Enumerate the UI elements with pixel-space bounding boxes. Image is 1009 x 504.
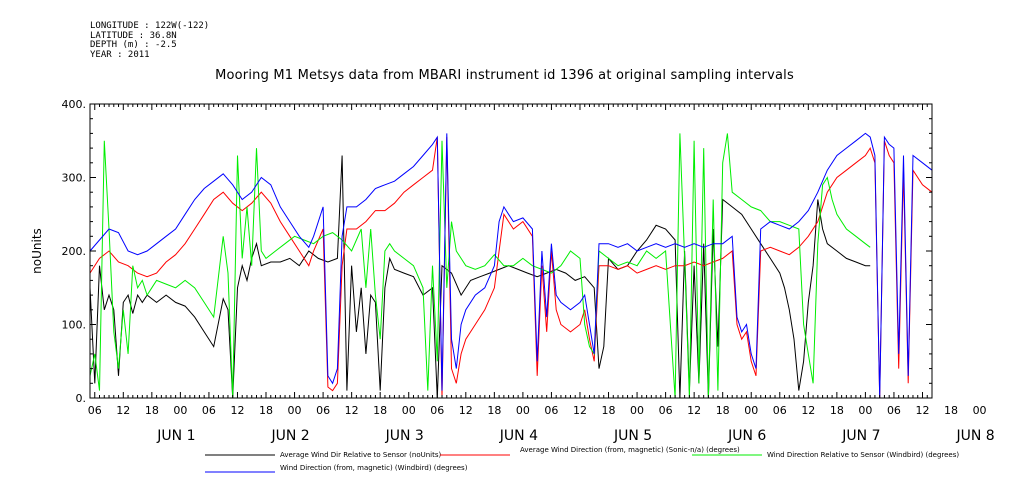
x-tick-label: 18 (373, 404, 387, 417)
x-tick-label: 06 (659, 404, 673, 417)
x-tick-label: 00 (288, 404, 302, 417)
day-label: JUN 4 (499, 428, 538, 444)
y-tick-label: 400. (62, 98, 87, 111)
plot-frame (89, 103, 933, 399)
legend: Average Wind Dir Relative to Sensor (noU… (205, 446, 959, 473)
x-tick-label: 12 (345, 404, 359, 417)
y-tick-label: 200. (62, 245, 87, 258)
x-tick-label: 18 (944, 404, 958, 417)
x-tick-label: 06 (430, 404, 444, 417)
y-tick-label: 0. (76, 392, 87, 405)
x-tick-label: 18 (830, 404, 844, 417)
x-tick-label: 12 (687, 404, 701, 417)
x-tick-label: 06 (88, 404, 102, 417)
x-tick-label: 06 (887, 404, 901, 417)
series-line-1 (89, 155, 871, 399)
x-tick-label: 18 (716, 404, 730, 417)
x-tick-label: 00 (973, 404, 987, 417)
x-tick-label: 18 (602, 404, 616, 417)
year-label: YEAR : 2011 (90, 49, 150, 60)
x-tick-label: 12 (230, 404, 244, 417)
day-label: JUN 3 (385, 428, 424, 444)
series-line-2 (89, 137, 933, 399)
longitude-label: LONGITUDE : 122W(-122) (90, 21, 210, 31)
x-tick-label: 00 (630, 404, 644, 417)
legend-label-4: Wind Direction (from, magnetic) (Windbir… (280, 464, 468, 472)
x-tick-label: 00 (858, 404, 872, 417)
depth-label: DEPTH (m) : -2.5 (90, 40, 177, 50)
x-tick-label: 00 (516, 404, 530, 417)
series-layer (89, 132, 933, 399)
legend-label-1: Average Wind Dir Relative to Sensor (noU… (280, 451, 441, 459)
x-tick-label: 00 (173, 404, 187, 417)
x-tick-label: 12 (573, 404, 587, 417)
x-tick-label: 00 (402, 404, 416, 417)
legend-label-3: Wind Direction Relative to Sensor (Windb… (767, 451, 959, 459)
day-label: JUN 2 (270, 428, 309, 444)
x-tick-label: 12 (915, 404, 929, 417)
x-tick-label: 18 (487, 404, 501, 417)
day-label: JUN 8 (955, 428, 994, 444)
x-tick-label: 12 (801, 404, 815, 417)
x-tick-label: 00 (744, 404, 758, 417)
legend-label-2: Average Wind Direction (from, magnetic) … (520, 446, 740, 454)
x-tick-label: 06 (544, 404, 558, 417)
metadata-block: LONGITUDE : 122W(-122) LATITUDE : 36.8N … (90, 21, 210, 60)
day-label: JUN 7 (841, 428, 880, 444)
x-tick-label: 18 (145, 404, 159, 417)
series-line-4 (89, 132, 933, 399)
chart-title: Mooring M1 Metsys data from MBARI instru… (215, 68, 794, 83)
x-tick-label: 12 (459, 404, 473, 417)
series-line-3 (89, 133, 871, 399)
x-tick-label: 06 (773, 404, 787, 417)
x-tick-label: 12 (116, 404, 130, 417)
x-tick-label: 06 (202, 404, 216, 417)
day-label: JUN 6 (727, 428, 766, 444)
y-tick-label: 300. (62, 172, 87, 185)
y-axis-label: noUnits (30, 228, 44, 274)
day-label: JUN 5 (613, 428, 652, 444)
day-label: JUN 1 (156, 428, 195, 444)
axis-layer: 0. 100. 200. 300. 400. 06 12 18 00 06 12 18 00 06 12 18… (62, 98, 995, 444)
x-tick-label: 18 (259, 404, 273, 417)
x-tick-label: 06 (316, 404, 330, 417)
latitude-label: LATITUDE : 36.8N (90, 30, 177, 41)
y-tick-label: 100. (62, 319, 87, 332)
